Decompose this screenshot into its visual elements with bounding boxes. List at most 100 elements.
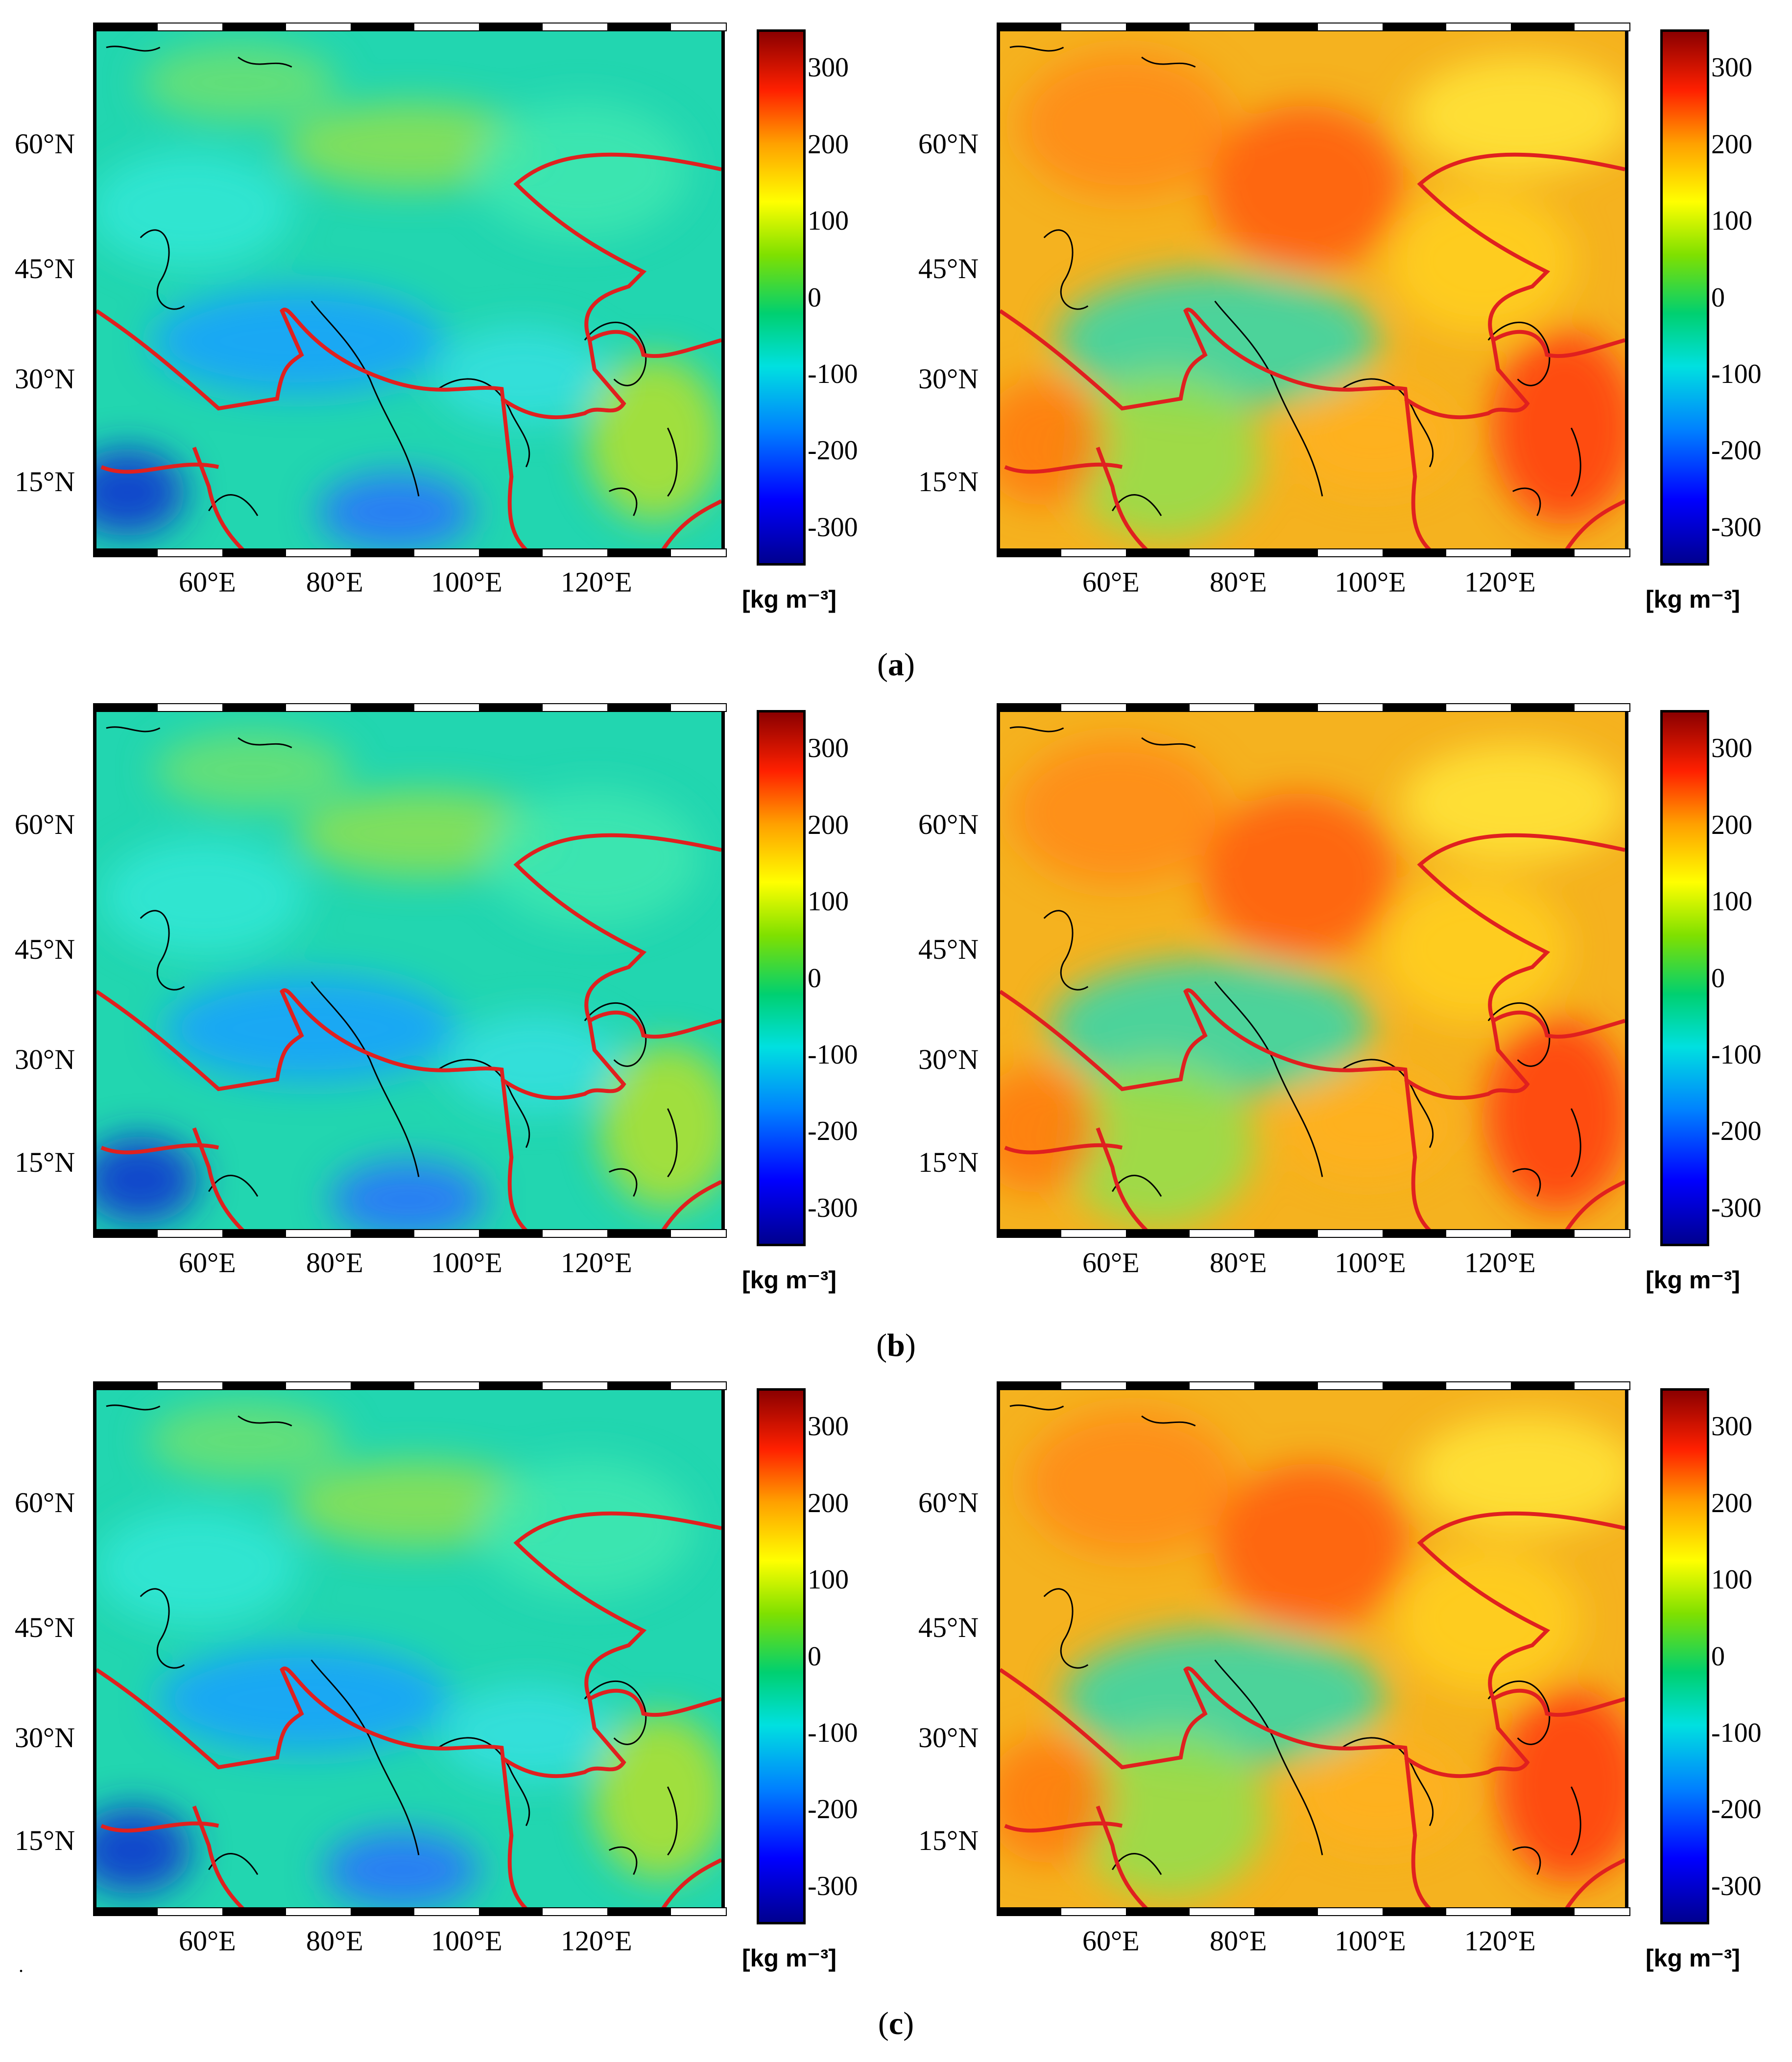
lon-label: 100°E: [431, 1925, 502, 1957]
caption-letter: c: [888, 2006, 904, 2041]
lon-label: 100°E: [1335, 1247, 1406, 1279]
coastline: [1009, 726, 1581, 1197]
map-panel-right: 60°N 45°N 30°N 15°N 60°E 80°E 100°E 120°E 300 200…: [904, 22, 1792, 668]
lat-label: 60°N: [918, 128, 979, 160]
red-boundary: [1000, 1511, 1625, 1909]
map-area: [997, 24, 1628, 553]
lon-label: 80°E: [1210, 1247, 1267, 1279]
lat-label: 60°N: [15, 128, 75, 160]
lon-label: 60°E: [179, 1247, 236, 1279]
lat-label: 30°N: [15, 1722, 75, 1754]
red-boundary: [96, 833, 721, 1231]
colorbar-tick: 100: [808, 1564, 849, 1595]
map-area: [93, 1383, 725, 1912]
colorbar-tick: 0: [1711, 1641, 1725, 1672]
lon-label: 100°E: [431, 1247, 502, 1279]
lon-label: 120°E: [1464, 1247, 1536, 1279]
coastline: [1009, 1404, 1581, 1875]
colorbar-tick: 0: [808, 1641, 821, 1672]
lat-label: 45°N: [918, 1612, 979, 1643]
map-area: [997, 1383, 1628, 1912]
lon-label: 60°E: [1082, 566, 1140, 598]
figure-row-a: 60°N 45°N 30°N 15°N 60°E 80°E 100°E 120°E 300 200…: [0, 22, 1792, 703]
colorbar-tick: 100: [1711, 206, 1752, 237]
map-frame-ticks: [997, 23, 1630, 31]
colorbar-tick: 300: [808, 733, 849, 764]
caption-letter: b: [887, 1327, 905, 1363]
coastline: [106, 726, 678, 1197]
density-field: [96, 28, 721, 550]
density-field: [96, 709, 721, 1231]
lat-label: 30°N: [918, 363, 979, 395]
lat-label: 15°N: [918, 1146, 979, 1178]
map-panel-right: 60°N 45°N 30°N 15°N 60°E 80°E 100°E 120°E 300 200…: [904, 703, 1792, 1349]
lon-label: 100°E: [431, 566, 502, 598]
lat-label: 15°N: [15, 466, 75, 498]
colorbar-tick: 200: [808, 809, 849, 840]
colorbar-tick: -100: [1711, 1039, 1762, 1070]
coastline: [1009, 46, 1581, 517]
colorbar-tick: 100: [1711, 886, 1752, 917]
lon-label: 120°E: [561, 1925, 632, 1957]
lat-label: 45°N: [918, 933, 979, 965]
map-frame-ticks: [997, 548, 1630, 557]
red-boundary: [1000, 152, 1625, 550]
colorbar-tick: 300: [1711, 733, 1752, 764]
colorbar-tick: -100: [808, 1717, 858, 1748]
lon-label: 80°E: [306, 1925, 363, 1957]
lon-label: 60°E: [179, 566, 236, 598]
colorbar: [757, 710, 806, 1246]
map-frame-ticks: [93, 1907, 727, 1916]
map-frame-ticks: [997, 1381, 1630, 1390]
map-frame-ticks: [93, 1229, 727, 1238]
colorbar-tick: -300: [1711, 1192, 1762, 1223]
map-frame-ticks: [997, 703, 1630, 712]
lat-label: 45°N: [15, 253, 75, 284]
colorbar-tick: 100: [808, 886, 849, 917]
lon-label: 120°E: [561, 1247, 632, 1279]
colorbar-tick: 200: [1711, 129, 1752, 160]
colorbar-tick: -200: [808, 1116, 858, 1147]
colorbar-tick: -100: [808, 358, 858, 389]
colorbar-tick: 0: [808, 282, 821, 313]
lat-label: 15°N: [15, 1146, 75, 1178]
lat-label: 45°N: [15, 933, 75, 965]
map-frame-ticks: [997, 1229, 1630, 1238]
colorbar-unit: [kg m⁻³]: [742, 586, 837, 613]
colorbar-tick: 200: [1711, 1488, 1752, 1518]
colorbar-unit: [kg m⁻³]: [742, 1944, 837, 1972]
figure-row-c: 60°N 45°N 30°N 15°N 60°E 80°E 100°E 120°E 300 200…: [0, 1381, 1792, 2062]
lat-label: 15°N: [15, 1825, 75, 1856]
colorbar-tick: -200: [1711, 435, 1762, 466]
colorbar: [1660, 710, 1709, 1246]
row-caption: (a): [877, 647, 915, 683]
lat-label: 60°N: [15, 808, 75, 840]
colorbar-tick: 200: [808, 1488, 849, 1518]
colorbar-unit: [kg m⁻³]: [1646, 586, 1741, 613]
map-panel-left: 60°N 45°N 30°N 15°N 60°E 80°E 100°E 120°E 300 200…: [0, 1381, 888, 2027]
lon-label: 80°E: [306, 1247, 363, 1279]
density-field: [1000, 709, 1625, 1231]
lat-label: 45°N: [15, 1612, 75, 1643]
colorbar-unit: [kg m⁻³]: [742, 1266, 837, 1294]
map-frame-ticks: [997, 1907, 1630, 1916]
caption-letter: a: [888, 647, 904, 683]
coastline: [106, 46, 678, 517]
map-area: [93, 24, 725, 553]
colorbar-tick: -300: [808, 512, 858, 543]
colorbar-tick: -300: [808, 1871, 858, 1901]
lat-label: 15°N: [918, 1825, 979, 1856]
red-boundary: [96, 152, 721, 550]
lat-label: 15°N: [918, 466, 979, 498]
row-caption: (c): [878, 2006, 914, 2041]
density-field: [1000, 28, 1625, 550]
colorbar: [757, 1388, 806, 1924]
colorbar-tick: 0: [1711, 282, 1725, 313]
lon-label: 100°E: [1335, 566, 1406, 598]
lon-label: 80°E: [1210, 566, 1267, 598]
colorbar: [757, 29, 806, 566]
lat-label: 30°N: [15, 363, 75, 395]
lat-label: 45°N: [918, 253, 979, 284]
map-panel-left: 60°N 45°N 30°N 15°N 60°E 80°E 100°E 120°E 300 200…: [0, 703, 888, 1349]
colorbar-tick: -300: [1711, 512, 1762, 543]
